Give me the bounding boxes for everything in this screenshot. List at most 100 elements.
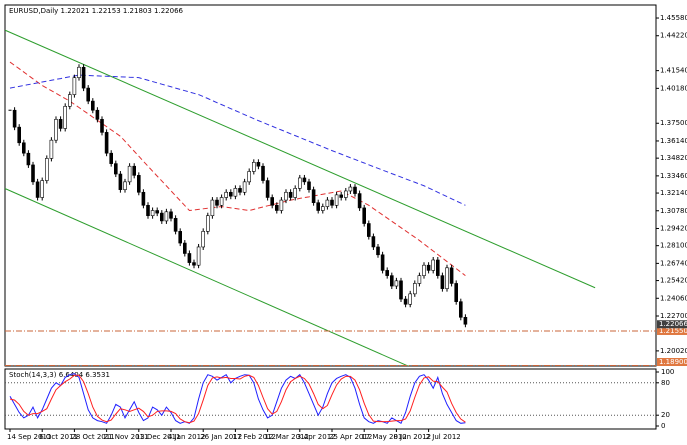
candle-body bbox=[95, 109, 100, 120]
candle-body bbox=[86, 87, 90, 102]
candle-body bbox=[334, 194, 339, 206]
x-tick-label: 26 Jan 2012 bbox=[200, 433, 242, 441]
candle-body bbox=[408, 293, 413, 305]
candle-body bbox=[449, 267, 454, 284]
candle-body bbox=[31, 164, 35, 183]
candle-body bbox=[12, 109, 17, 128]
candle-body bbox=[201, 231, 205, 248]
candle-body bbox=[192, 262, 196, 266]
candle-body bbox=[445, 267, 449, 289]
x-tick-label: 17 May 2012 bbox=[361, 433, 407, 441]
candle-body bbox=[17, 126, 22, 144]
x-tick-label: 25 Apr 2012 bbox=[329, 433, 372, 441]
candle-body bbox=[187, 253, 192, 263]
candle-body bbox=[196, 246, 201, 266]
main-plot bbox=[5, 29, 656, 366]
candle-body bbox=[206, 215, 210, 232]
candle-body bbox=[169, 211, 173, 219]
candle-body bbox=[109, 152, 113, 164]
y-tick-label: 1.30780 bbox=[660, 207, 687, 215]
candle-body bbox=[325, 199, 330, 207]
candle-body bbox=[389, 275, 394, 287]
x-tick-label: 6 Oct 2011 bbox=[39, 433, 78, 441]
candle-body bbox=[458, 301, 463, 318]
candle-body bbox=[385, 270, 390, 276]
candle-body bbox=[26, 152, 31, 166]
candle-body bbox=[183, 242, 187, 254]
candle-body bbox=[137, 175, 141, 193]
candle-body bbox=[399, 280, 403, 300]
trend-line bbox=[5, 29, 596, 289]
candle-body bbox=[242, 181, 247, 193]
y-tick-label: 1.29420 bbox=[660, 224, 687, 232]
y-tick-label: 1.45580 bbox=[660, 14, 687, 22]
candle-body bbox=[270, 197, 275, 206]
stochastic-line bbox=[9, 374, 466, 424]
candle-body bbox=[178, 231, 182, 244]
candle-body bbox=[261, 165, 265, 181]
x-tick-label: 14 Sep 2011 bbox=[7, 433, 51, 441]
candle-body bbox=[40, 180, 45, 198]
candle-body bbox=[348, 186, 353, 192]
price-tag-label: 1.21550 bbox=[659, 327, 687, 335]
x-tick-label: 2 Jul 2012 bbox=[426, 433, 461, 441]
candle-body bbox=[247, 171, 251, 183]
candle-body bbox=[21, 142, 26, 154]
moving-average bbox=[9, 74, 466, 206]
candle-body bbox=[141, 191, 146, 206]
x-tick-label: 12 Mar 2012 bbox=[265, 433, 309, 441]
y-tick-label: 1.20020 bbox=[660, 347, 687, 355]
candle-body bbox=[91, 100, 95, 111]
candle-body bbox=[412, 283, 417, 295]
candle-body bbox=[224, 191, 228, 198]
candle-body bbox=[431, 259, 436, 271]
candle-body bbox=[123, 181, 127, 190]
candle-body bbox=[127, 165, 132, 183]
candle-body bbox=[173, 218, 178, 232]
indicator-header: Stoch(14,3,3) 6.6404 6.3531 bbox=[9, 371, 110, 379]
candle-body bbox=[81, 66, 86, 89]
candle-body bbox=[316, 202, 321, 211]
candle-body bbox=[302, 177, 307, 183]
price-tag bbox=[657, 358, 687, 366]
current-price-label: 1.22066 bbox=[659, 320, 687, 328]
candle-body bbox=[284, 191, 288, 201]
y-tick-label: 1.33460 bbox=[660, 172, 687, 180]
x-tick-label: 21 Nov 2011 bbox=[104, 433, 149, 441]
candle-body bbox=[274, 204, 279, 211]
candle-body bbox=[288, 191, 293, 198]
candle-body bbox=[307, 181, 311, 190]
candle-body bbox=[403, 298, 408, 305]
candle-body bbox=[54, 119, 58, 141]
y-tick-label: 1.36140 bbox=[660, 137, 687, 145]
candle-body bbox=[44, 158, 49, 181]
main-frame bbox=[4, 4, 657, 367]
candle-body bbox=[150, 210, 155, 217]
candle-body bbox=[357, 193, 362, 209]
candle-body bbox=[426, 264, 431, 271]
candle-body bbox=[417, 275, 422, 284]
y-tick-label: 1.34820 bbox=[660, 154, 687, 162]
candle-body bbox=[376, 246, 380, 256]
candle-body bbox=[229, 191, 233, 197]
candle-body bbox=[265, 180, 270, 198]
y-tick-label: 100 bbox=[661, 368, 674, 376]
axes: 1.45580 1.44220 1.41540 1.40180 1.37500 1.361… bbox=[7, 14, 687, 441]
candle-body bbox=[63, 106, 68, 129]
candle-body bbox=[293, 188, 298, 198]
candle-body bbox=[320, 206, 325, 211]
candle-body bbox=[339, 194, 344, 198]
y-tick-label: 80 bbox=[661, 379, 670, 387]
candle-body bbox=[58, 119, 63, 129]
candle-body bbox=[49, 139, 54, 159]
candle-body bbox=[210, 199, 215, 217]
sub-plot bbox=[5, 373, 656, 425]
y-tick-label: 1.26740 bbox=[660, 259, 687, 267]
moving-average bbox=[9, 61, 466, 277]
candle-body bbox=[366, 223, 371, 237]
y-tick-label: 1.40180 bbox=[660, 84, 687, 92]
candle-body bbox=[371, 236, 376, 248]
x-tick-label: 13 Dec 2011 bbox=[136, 433, 181, 441]
candle-body bbox=[118, 173, 123, 190]
x-tick-label: 28 Oct 2011 bbox=[71, 433, 114, 441]
